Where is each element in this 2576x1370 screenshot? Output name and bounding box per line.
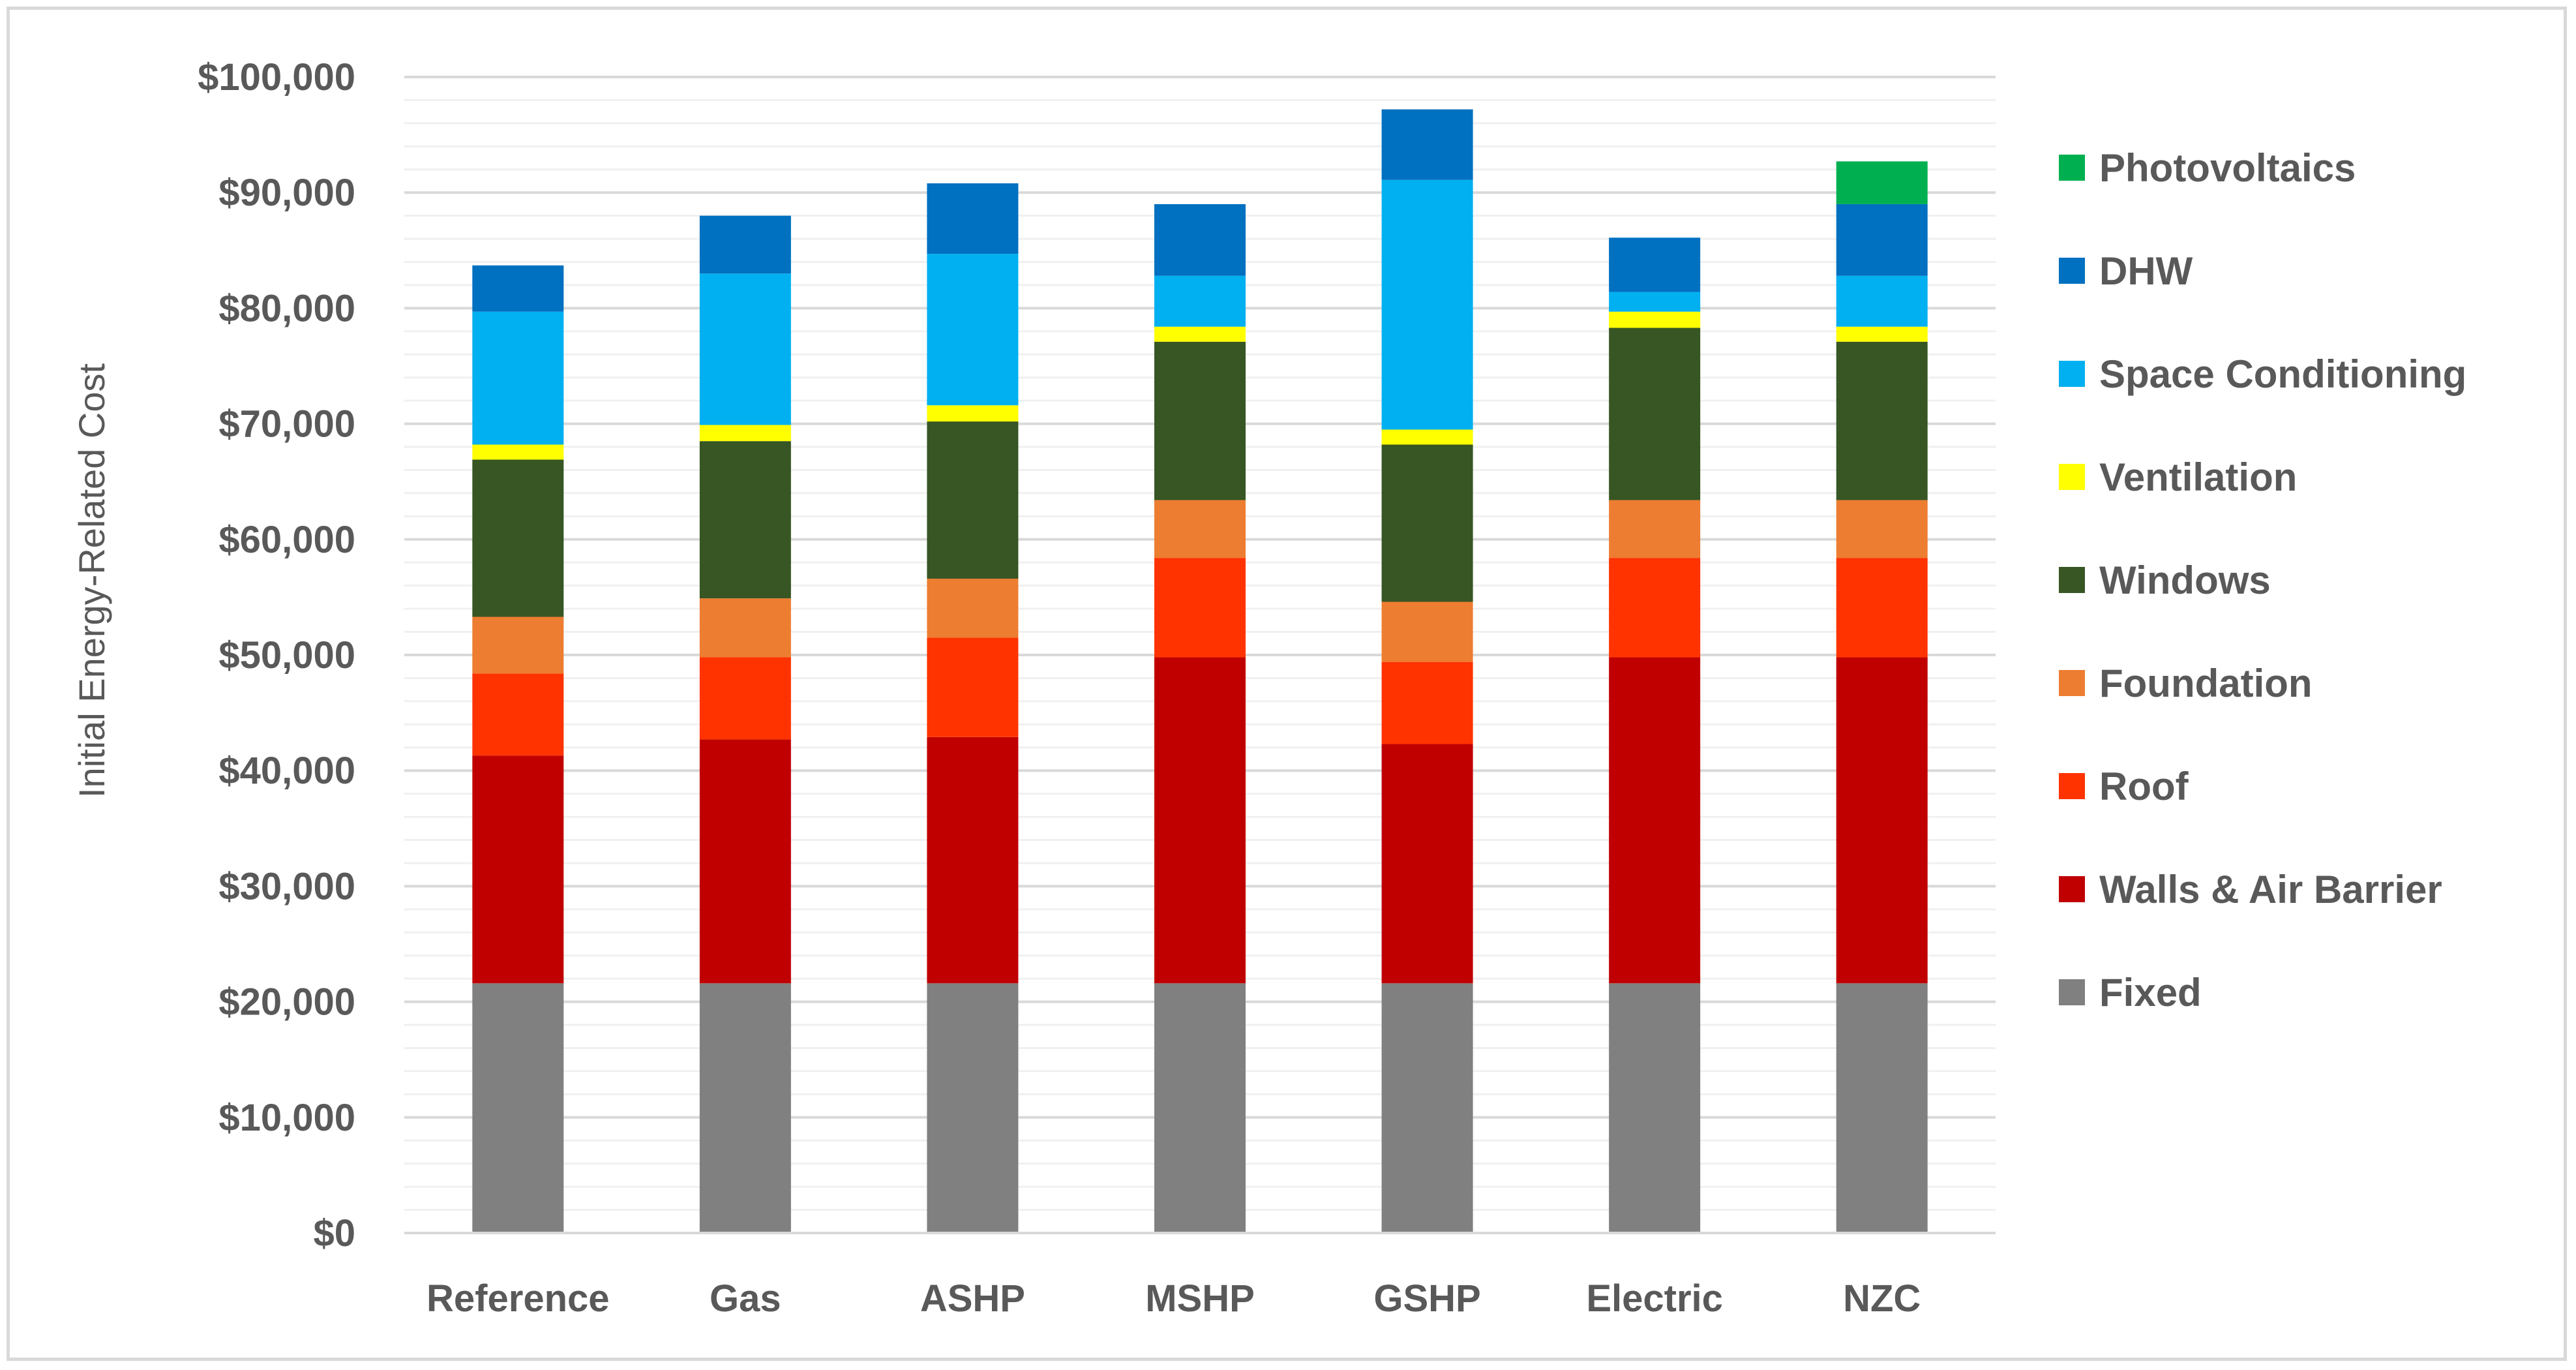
bar-segment-roof-ashp xyxy=(927,637,1019,737)
bar-segment-roof-reference xyxy=(472,673,564,756)
x-tick-label: GSHP xyxy=(1373,1277,1480,1320)
bar-segment-dhw-electric xyxy=(1609,237,1701,292)
bar-segment-windows-gshp xyxy=(1381,444,1473,602)
x-tick-label: NZC xyxy=(1843,1277,1921,1320)
bar-segment-ventilation-gas xyxy=(699,425,791,442)
bar-segment-walls-air-barrier-nzc xyxy=(1836,657,1928,984)
bar-segment-windows-reference xyxy=(472,459,564,617)
y-tick-label: $40,000 xyxy=(218,750,355,792)
bar-segment-photovoltaics-nzc xyxy=(1836,161,1928,204)
bar-segment-foundation-mshp xyxy=(1154,500,1246,558)
y-tick-label: $60,000 xyxy=(218,519,355,561)
chart-frame: $0 $10,000 $20,000 $30,000 $40,000 $50,000 $60… xyxy=(7,7,2567,1361)
bar-segment-space-conditioning-reference xyxy=(472,311,564,445)
legend-swatch-dhw xyxy=(2059,258,2085,284)
x-tick-label: Electric xyxy=(1586,1277,1723,1320)
bar-segment-walls-air-barrier-ashp xyxy=(927,737,1019,984)
legend-label: DHW xyxy=(2099,249,2193,293)
y-tick-label: $70,000 xyxy=(218,403,355,446)
bar-segment-fixed-electric xyxy=(1609,983,1701,1233)
bar-segment-foundation-electric xyxy=(1609,500,1701,558)
y-tick-label: $50,000 xyxy=(218,634,355,677)
legend-swatch-walls-air-barrier xyxy=(2059,876,2085,902)
x-tick-label: MSHP xyxy=(1145,1277,1255,1320)
bar-segment-roof-nzc xyxy=(1836,558,1928,658)
bar-segment-space-conditioning-gshp xyxy=(1381,179,1473,430)
legend-swatch-foundation xyxy=(2059,670,2085,696)
legend-label: Windows xyxy=(2099,558,2271,602)
bar-segment-fixed-nzc xyxy=(1836,983,1928,1233)
bar-segment-foundation-reference xyxy=(472,616,564,674)
legend-swatch-fixed xyxy=(2059,979,2085,1005)
axis-layer: $0 $10,000 $20,000 $30,000 $40,000 $50,000 $60… xyxy=(198,56,1996,1320)
bar-segment-space-conditioning-gas xyxy=(699,273,791,425)
bar-segment-walls-air-barrier-electric xyxy=(1609,657,1701,984)
y-tick-label: $100,000 xyxy=(198,56,355,99)
x-tick-label: Reference xyxy=(427,1277,609,1320)
x-tick-label: ASHP xyxy=(920,1277,1025,1320)
bars-layer xyxy=(472,109,1928,1233)
bar-segment-roof-mshp xyxy=(1154,558,1246,658)
bar-segment-windows-ashp xyxy=(927,421,1019,579)
bar-segment-windows-mshp xyxy=(1154,341,1246,500)
bar-segment-fixed-gshp xyxy=(1381,983,1473,1233)
bar-segment-space-conditioning-mshp xyxy=(1154,275,1246,327)
bar-segment-roof-gas xyxy=(699,657,791,740)
bar-segment-windows-nzc xyxy=(1836,341,1928,500)
bar-segment-space-conditioning-electric xyxy=(1609,292,1701,312)
bar-segment-windows-electric xyxy=(1609,327,1701,500)
bar-segment-ventilation-gshp xyxy=(1381,429,1473,445)
bar-segment-ventilation-nzc xyxy=(1836,326,1928,342)
legend: Photovoltaics DHW Space Conditioning Ventil… xyxy=(2059,146,2466,1014)
bar-segment-foundation-nzc xyxy=(1836,500,1928,558)
y-tick-label: $30,000 xyxy=(218,865,355,907)
y-tick-label: $20,000 xyxy=(218,981,355,1024)
y-tick-label: $10,000 xyxy=(218,1097,355,1139)
bar-segment-walls-air-barrier-gshp xyxy=(1381,744,1473,984)
bar-segment-roof-gshp xyxy=(1381,662,1473,744)
bar-segment-dhw-nzc xyxy=(1836,204,1928,276)
bar-segment-fixed-gas xyxy=(699,983,791,1233)
bar-segment-roof-electric xyxy=(1609,558,1701,658)
bar-segment-dhw-ashp xyxy=(927,183,1019,254)
bar-segment-dhw-gas xyxy=(699,215,791,274)
bar-segment-space-conditioning-ashp xyxy=(927,254,1019,406)
bar-segment-fixed-ashp xyxy=(927,983,1019,1233)
bar-segment-foundation-ashp xyxy=(927,579,1019,638)
bar-segment-ventilation-reference xyxy=(472,444,564,460)
legend-label: Photovoltaics xyxy=(2099,146,2356,190)
y-tick-label: $80,000 xyxy=(218,287,355,329)
bar-segment-fixed-reference xyxy=(472,983,564,1233)
legend-label: Walls & Air Barrier xyxy=(2099,868,2442,911)
bar-segment-dhw-mshp xyxy=(1154,204,1246,276)
bar-segment-foundation-gshp xyxy=(1381,601,1473,662)
y-tick-label: $0 xyxy=(313,1212,355,1255)
y-axis-title: Initial Energy-Related Cost xyxy=(71,363,112,799)
legend-label: Ventilation xyxy=(2099,455,2297,499)
bar-segment-dhw-reference xyxy=(472,265,564,312)
legend-swatch-ventilation xyxy=(2059,464,2085,490)
bar-segment-ventilation-ashp xyxy=(927,405,1019,422)
bar-segment-fixed-mshp xyxy=(1154,983,1246,1233)
bar-segment-walls-air-barrier-mshp xyxy=(1154,657,1246,984)
bar-segment-space-conditioning-nzc xyxy=(1836,275,1928,327)
legend-swatch-roof xyxy=(2059,773,2085,799)
legend-swatch-photovoltaics xyxy=(2059,155,2085,181)
bar-segment-dhw-gshp xyxy=(1381,109,1473,180)
legend-label: Foundation xyxy=(2099,662,2313,705)
bar-segment-windows-gas xyxy=(699,441,791,599)
bar-segment-walls-air-barrier-gas xyxy=(699,739,791,984)
legend-swatch-space-conditioning xyxy=(2059,361,2085,387)
y-tick-label: $90,000 xyxy=(218,172,355,214)
stacked-bar-chart: $0 $10,000 $20,000 $30,000 $40,000 $50,000 $60… xyxy=(71,56,2466,1320)
bar-segment-ventilation-electric xyxy=(1609,311,1701,328)
legend-label: Roof xyxy=(2099,765,2189,808)
bar-segment-walls-air-barrier-reference xyxy=(472,755,564,984)
legend-label: Fixed xyxy=(2099,971,2202,1014)
x-tick-label: Gas xyxy=(710,1277,781,1320)
bar-segment-foundation-gas xyxy=(699,598,791,658)
bar-segment-ventilation-mshp xyxy=(1154,326,1246,342)
legend-label: Space Conditioning xyxy=(2099,352,2466,396)
legend-swatch-windows xyxy=(2059,567,2085,593)
